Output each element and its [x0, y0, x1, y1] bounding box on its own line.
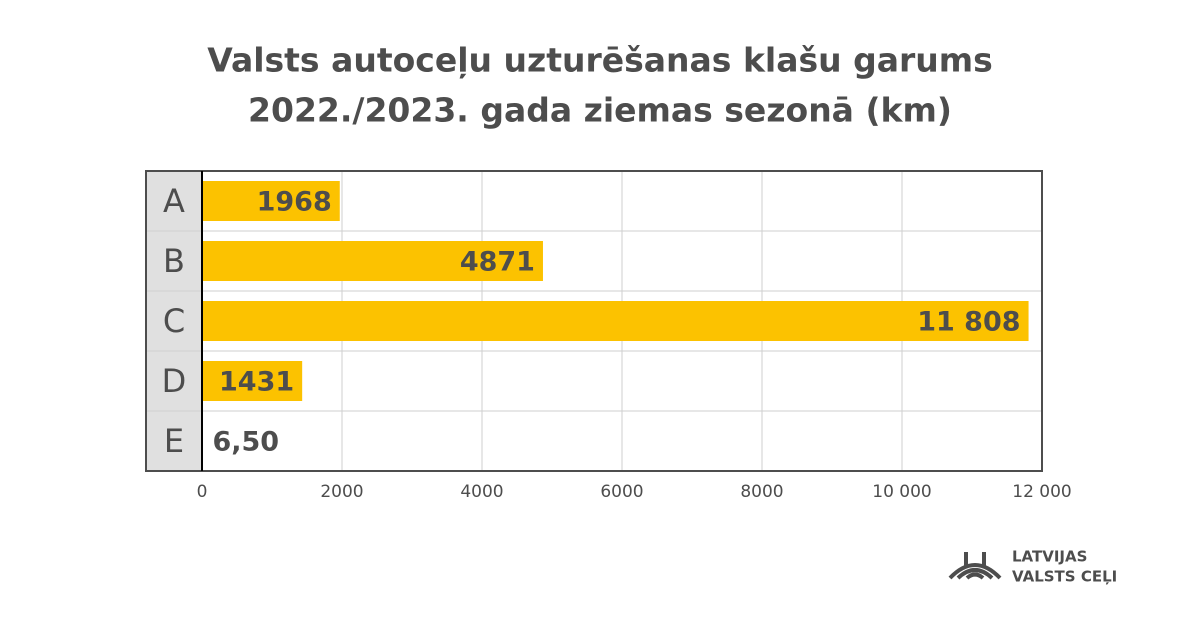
bar: [202, 301, 1029, 341]
y-tick-label: C: [163, 302, 185, 340]
plot-border: [145, 170, 1043, 472]
value-label: 11 808: [917, 307, 1020, 338]
chart-title: 2022./2023. gada ziemas sezonā (km): [248, 91, 952, 130]
x-tick-label: 6000: [600, 482, 643, 502]
x-tick-label: 4000: [460, 482, 503, 502]
x-tick-label: 2000: [320, 482, 363, 502]
y-tick-label: B: [163, 242, 185, 280]
value-label: 6,50: [212, 427, 279, 458]
x-tick-label: 8000: [740, 482, 783, 502]
logo-text: VALSTS CEĻI: [1012, 568, 1117, 586]
value-label: 1431: [219, 367, 294, 398]
y-tick-label: D: [162, 362, 187, 400]
bar: [202, 361, 303, 401]
bar: [202, 181, 340, 221]
logo: LATVIJAS VALSTS CEĻI: [948, 548, 1117, 586]
value-label: 4871: [460, 247, 535, 278]
x-tick-label: 0: [197, 482, 208, 502]
category-column: [146, 171, 202, 471]
value-label: 1968: [257, 187, 332, 218]
y-tick-label: A: [163, 182, 185, 220]
logo-icon: [948, 563, 1002, 580]
chart-title: Valsts autoceļu uzturēšanas klašu garums: [207, 41, 993, 80]
logo-text: LATVIJAS: [1012, 548, 1087, 566]
bar: [202, 241, 543, 281]
x-tick-label: 10 000: [872, 482, 931, 502]
y-tick-label: E: [164, 422, 184, 460]
x-tick-label: 12 000: [1012, 482, 1071, 502]
